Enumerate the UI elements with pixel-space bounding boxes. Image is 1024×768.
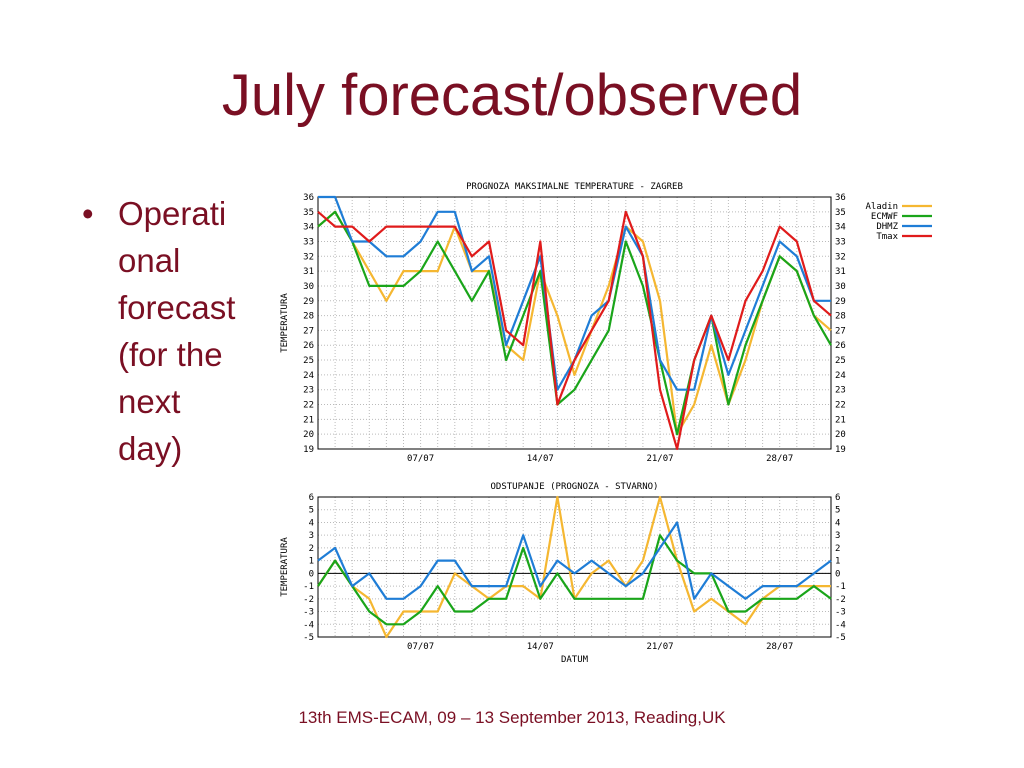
y-tick-label-right: 30 (835, 282, 846, 292)
y-tick-label-right: -2 (835, 595, 846, 605)
y-tick-label-left: 26 (303, 341, 314, 351)
y-tick-label-right: 33 (835, 237, 846, 247)
bullet-line: (for the (118, 336, 223, 373)
y-tick-label-left: 33 (303, 237, 314, 247)
y-axis-label: TEMPERATURA (280, 293, 290, 353)
y-tick-label-right: 2 (835, 544, 840, 554)
x-tick-label: 07/07 (407, 642, 434, 652)
y-tick-label-left: 32 (303, 252, 314, 262)
y-tick-label-right: 4 (835, 518, 840, 528)
y-tick-label-left: 5 (309, 506, 314, 516)
y-tick-label-right: 5 (835, 506, 840, 516)
y-tick-label-right: 24 (835, 371, 846, 381)
x-tick-label: 21/07 (646, 454, 673, 464)
x-tick-label: 14/07 (527, 454, 554, 464)
x-tick-label: 07/07 (407, 454, 434, 464)
y-tick-label-left: 31 (303, 267, 314, 277)
y-tick-label-right: 34 (835, 223, 846, 233)
y-axis-label: TEMPERATURA (280, 537, 290, 597)
y-tick-label-left: 25 (303, 356, 314, 366)
bullet-text: Operati onal forecast (for the next day) (118, 190, 235, 472)
y-tick-label-left: 27 (303, 326, 314, 336)
y-tick-label-left: 19 (303, 445, 314, 455)
y-tick-label-right: -5 (835, 633, 846, 643)
y-tick-label-right: 21 (835, 415, 846, 425)
y-tick-label-left: 0 (309, 569, 314, 579)
y-tick-label-right: 19 (835, 445, 846, 455)
bullet-line: day) (118, 430, 183, 467)
forecast-temperature-chart: 19 19 20 20 21 21 22 22 23 23 24 24 25 25 26 26 27 27 28 28… (280, 182, 932, 464)
y-tick-label-right: 26 (835, 341, 846, 351)
y-tick-label-right: -1 (835, 582, 846, 592)
y-tick-label-left: 3 (309, 531, 314, 541)
y-tick-label-left: 4 (309, 518, 314, 528)
y-tick-label-right: -4 (835, 620, 846, 630)
bullet-line: Operati (118, 195, 227, 232)
legend-label: DHMZ (876, 222, 898, 232)
series-line-aladin (317, 210, 832, 436)
y-tick-label-right: 32 (835, 252, 846, 262)
y-tick-label-right: 36 (835, 193, 846, 203)
series-line-tmax (317, 210, 832, 451)
chart-title: ODSTUPANJE (PROGNOZA - STVARNO) (491, 482, 659, 492)
y-tick-label-right: 35 (835, 208, 846, 218)
slide-title: July forecast/observed (221, 63, 803, 128)
x-tick-label: 28/07 (766, 454, 793, 464)
bullet-line: onal (118, 242, 181, 279)
series-line-ecmwf (317, 534, 832, 626)
plot-frame (317, 496, 832, 638)
y-tick-label-right: 28 (835, 312, 846, 322)
y-tick-label-left: 20 (303, 430, 314, 440)
plot-frame (317, 196, 832, 450)
legend-label: Tmax (876, 232, 898, 242)
y-tick-label-left: -5 (303, 633, 314, 643)
y-tick-label-right: 27 (835, 326, 846, 336)
y-tick-label-left: -3 (303, 608, 314, 618)
y-tick-label-left: -1 (303, 582, 314, 592)
bullet-line: next (118, 383, 181, 420)
y-tick-label-right: 29 (835, 297, 846, 307)
series-line-dhmz (317, 521, 832, 600)
x-tick-label: 14/07 (527, 642, 554, 652)
y-tick-label-left: 36 (303, 193, 314, 203)
y-tick-label-left: 35 (303, 208, 314, 218)
y-tick-label-right: 6 (835, 493, 840, 503)
y-tick-label-left: 21 (303, 415, 314, 425)
y-tick-label-left: 24 (303, 371, 314, 381)
y-tick-label-right: -3 (835, 608, 846, 618)
y-tick-label-right: 25 (835, 356, 846, 366)
forecast-deviation-chart: -5 -5 -4 -4 -3 -3 -2 -2 -1 -1 0 0 1 1 2 2 3 3 4 4 5 5 6 6 07/07 1… (280, 482, 846, 665)
x-tick-label: 21/07 (646, 642, 673, 652)
bullet-line: forecast (118, 289, 236, 326)
legend-label: ECMWF (871, 212, 898, 222)
y-tick-label-right: 22 (835, 401, 846, 411)
x-tick-label: 28/07 (766, 642, 793, 652)
y-tick-label-right: 1 (835, 557, 840, 567)
x-axis-label: DATUM (561, 655, 589, 665)
chart-title: PROGNOZA MAKSIMALNE TEMPERATURE - ZAGREB (466, 182, 683, 192)
y-tick-label-left: 6 (309, 493, 314, 503)
y-tick-label-left: 23 (303, 386, 314, 396)
y-tick-label-left: 30 (303, 282, 314, 292)
y-tick-label-right: 0 (835, 569, 840, 579)
y-tick-label-left: 28 (303, 312, 314, 322)
y-tick-label-right: 23 (835, 386, 846, 396)
series-line-ecmwf (317, 210, 832, 436)
footer: 13th EMS-ECAM, 09 – 13 September 2013, R… (298, 708, 726, 727)
y-tick-label-left: 22 (303, 401, 314, 411)
y-tick-label-left: 34 (303, 223, 314, 233)
y-tick-label-right: 20 (835, 430, 846, 440)
y-tick-label-left: 1 (309, 557, 314, 567)
y-tick-label-right: 3 (835, 531, 840, 541)
legend-label: Aladin (865, 202, 898, 212)
y-tick-label-left: 2 (309, 544, 314, 554)
y-tick-label-left: -4 (303, 620, 314, 630)
y-tick-label-left: 29 (303, 297, 314, 307)
y-tick-label-right: 31 (835, 267, 846, 277)
bullet-icon: • (82, 195, 94, 232)
y-tick-label-left: -2 (303, 595, 314, 605)
